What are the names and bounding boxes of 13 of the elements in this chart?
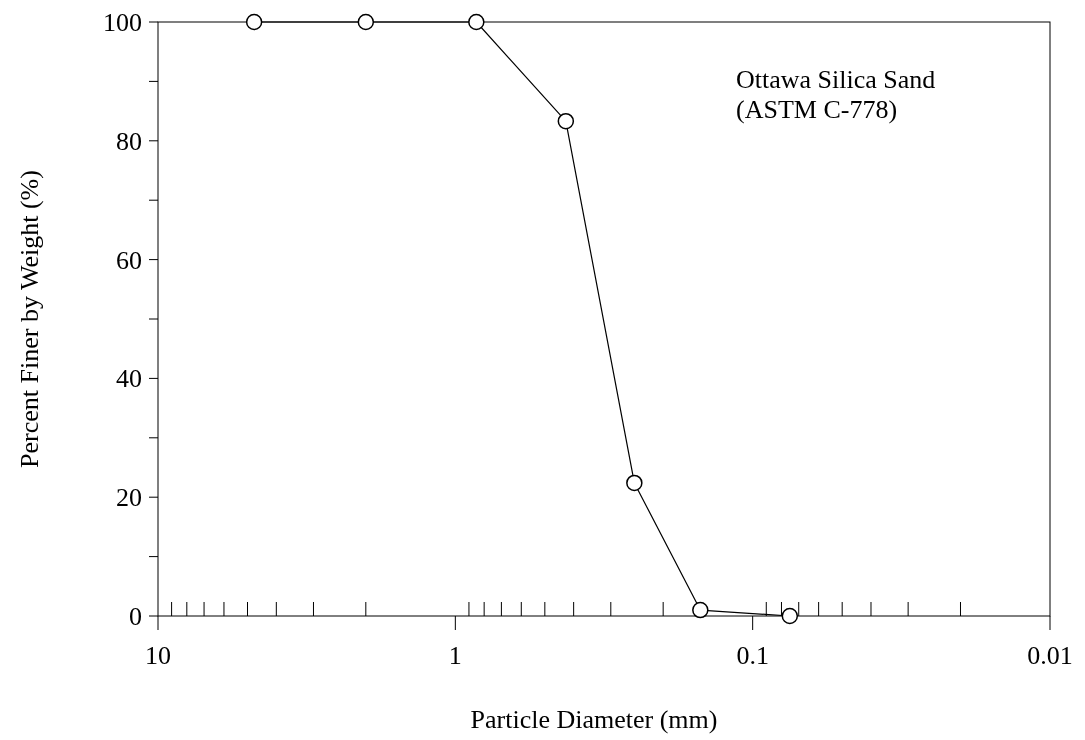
- x-tick-label: 1: [448, 641, 462, 670]
- y-tick-label: 20: [116, 483, 142, 513]
- y-axis-title: Percent Finer by Weight (%): [15, 170, 44, 468]
- y-tick-label: 0: [129, 602, 142, 631]
- x-tick-label: 0.01: [1027, 641, 1073, 670]
- annotation: Ottawa Silica Sand (ASTM C-778): [736, 65, 936, 124]
- x-tick-label: 0.1: [736, 641, 769, 670]
- y-tick-label: 100: [103, 8, 142, 37]
- y-tick-label: 80: [116, 126, 142, 156]
- y-tick-label: 40: [116, 364, 142, 394]
- x-tick-label: 10: [145, 641, 171, 670]
- x-axis-title: Particle Diameter (mm): [470, 705, 718, 734]
- y-tick-label: 60: [116, 245, 142, 275]
